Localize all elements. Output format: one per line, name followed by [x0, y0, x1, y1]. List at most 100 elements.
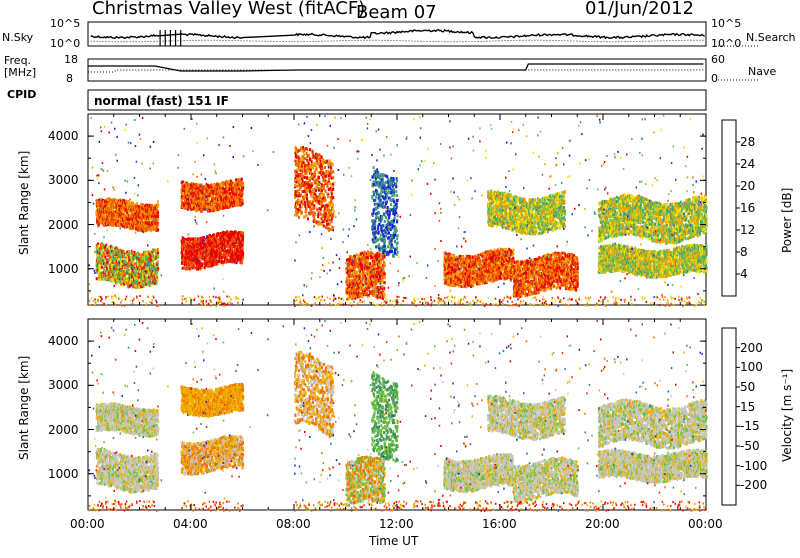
- power-echo-cell: [306, 177, 308, 180]
- power-echo-cell: [129, 270, 131, 273]
- power-echo-cell: [302, 146, 304, 149]
- power-echo-cell: [99, 278, 101, 281]
- power-echo-cell: [116, 268, 118, 271]
- power-echo-cell: [332, 196, 334, 199]
- power-echo-cell: [310, 169, 312, 172]
- power-echo-cell: [306, 197, 308, 200]
- power-echo-cell: [242, 253, 244, 256]
- power-echo-cell: [300, 158, 302, 161]
- power-echo-cell: [242, 202, 244, 205]
- power-echo-cell: [242, 199, 244, 202]
- power-echo-cell: [332, 163, 334, 166]
- power-echo-cell: [309, 148, 311, 151]
- power-echo-cell: [324, 166, 326, 169]
- power-echo-cell: [157, 267, 159, 270]
- power-echo-cell: [321, 156, 323, 159]
- power-echo-cell: [295, 194, 297, 197]
- power-echo-cell: [296, 181, 298, 184]
- power-echo-cell: [242, 232, 244, 235]
- power-echo-cell: [319, 194, 321, 197]
- power-echo-cell: [242, 235, 244, 238]
- power-echo-cell: [157, 248, 159, 251]
- power-echo-cell: [332, 213, 334, 216]
- power-echo-cell: [304, 176, 306, 179]
- power-echo-cell: [157, 215, 159, 218]
- power-echo-cell: [157, 218, 159, 221]
- power-echo-cell: [328, 178, 330, 181]
- power-echo-cell: [326, 160, 328, 163]
- power-echo-cell: [329, 159, 331, 162]
- power-echo-cell: [137, 264, 139, 267]
- power-echo-cell: [297, 211, 299, 214]
- power-echo-cell: [328, 163, 330, 166]
- power-echo-cell: [323, 225, 325, 228]
- power-echo-cell: [157, 223, 159, 226]
- power-echo-cell: [114, 257, 116, 260]
- power-echo-cell: [242, 257, 244, 260]
- power-echo-cell: [105, 278, 107, 281]
- power-echo-cell: [309, 179, 311, 182]
- power-echo-cell: [140, 254, 142, 257]
- power-echo-cell: [295, 160, 297, 163]
- power-echo-cell: [325, 175, 327, 178]
- power-echo-cell: [299, 178, 301, 181]
- power-echo-cell: [242, 192, 244, 195]
- power-echo-cell: [194, 238, 196, 241]
- power-echo-cell: [157, 211, 159, 214]
- power-echo-cell: [307, 170, 309, 173]
- power-echo-cell: [294, 213, 296, 216]
- power-echo-cell: [242, 247, 244, 250]
- power-echo-cell: [133, 285, 135, 288]
- power-echo-cell: [314, 213, 316, 216]
- power-echo-cell: [311, 184, 313, 187]
- power-echo-cell: [242, 241, 244, 244]
- power-echo-cell: [313, 207, 315, 210]
- power-echo-cell: [242, 238, 244, 241]
- power-echo-cell: [157, 279, 159, 282]
- power-echo-cell: [304, 203, 306, 206]
- power-echo-cell: [96, 277, 98, 280]
- power-echo-cell: [331, 220, 333, 223]
- freq-panel: [88, 59, 760, 81]
- power-echo-cell: [332, 208, 334, 211]
- power-echo-cell: [321, 189, 323, 192]
- power-echo-cell: [311, 160, 313, 163]
- power-echo-cell: [306, 189, 308, 192]
- power-panel: [88, 114, 708, 307]
- power-echo-cell: [305, 207, 307, 210]
- power-echo-cell: [128, 201, 130, 204]
- power-echo-cell: [201, 208, 203, 211]
- power-echo-cell: [149, 278, 151, 281]
- power-echo-cell: [157, 204, 159, 207]
- power-echo-cell: [126, 258, 128, 261]
- power-echo-cell: [299, 181, 301, 184]
- power-echo-cell: [242, 186, 244, 189]
- noise-panel: [88, 22, 760, 46]
- power-echo-cell: [314, 173, 316, 176]
- power-echo-cell: [208, 240, 210, 243]
- power-echo-cell: [329, 204, 331, 207]
- power-echo-cell: [314, 219, 316, 222]
- power-echo-cell: [329, 228, 331, 231]
- power-echo-cell: [241, 261, 243, 264]
- power-echo-cell: [157, 251, 159, 254]
- power-echo-cell: [234, 261, 236, 264]
- power-echo-cell: [156, 276, 158, 279]
- power-echo-cell: [325, 199, 327, 202]
- power-echo-cell: [327, 185, 329, 188]
- power-echo-cell: [332, 188, 334, 191]
- power-echo-cell: [318, 176, 320, 179]
- power-echo-cell: [300, 194, 302, 197]
- power-echo-cell: [120, 283, 122, 286]
- power-echo-cell: [298, 216, 300, 219]
- power-echo-cell: [328, 195, 330, 198]
- power-echo-cell: [129, 281, 131, 284]
- power-echo-cell: [306, 193, 308, 196]
- power-echo-cell: [111, 264, 113, 267]
- power-echo-cell: [299, 204, 301, 207]
- power-echo-cell: [226, 255, 228, 258]
- power-echo-cell: [297, 168, 299, 171]
- power-echo-cell: [332, 170, 334, 173]
